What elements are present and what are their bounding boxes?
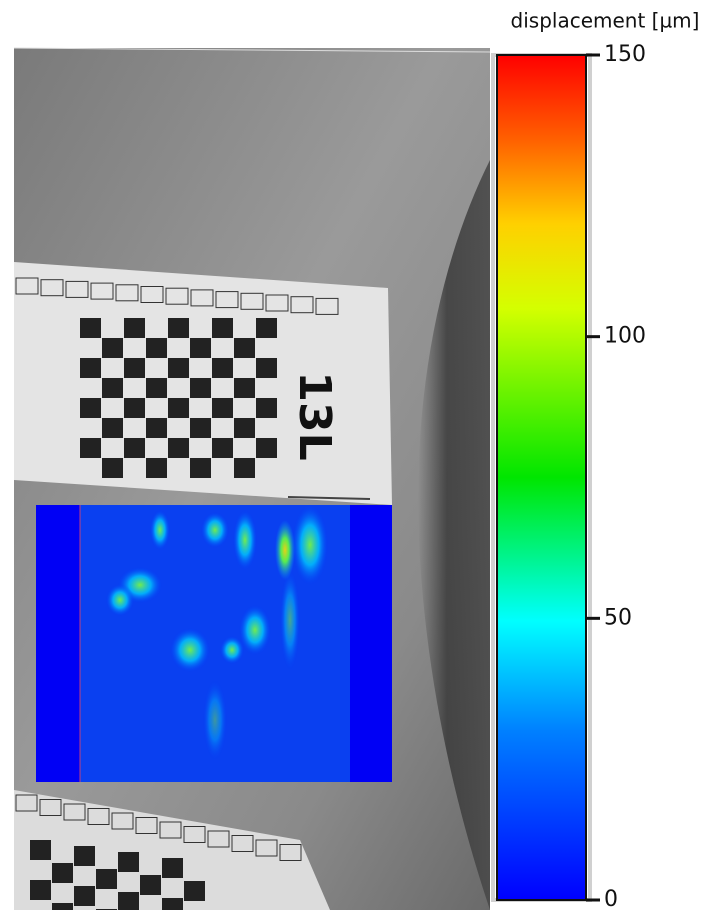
tick-label: 0 bbox=[604, 887, 618, 912]
checker bbox=[234, 378, 255, 398]
checker bbox=[212, 358, 233, 378]
checker bbox=[184, 881, 205, 901]
checker bbox=[118, 852, 139, 872]
checker bbox=[256, 438, 277, 458]
checker bbox=[124, 438, 145, 458]
checker bbox=[146, 418, 167, 438]
checker bbox=[256, 398, 277, 418]
checker bbox=[96, 909, 117, 917]
checker bbox=[162, 858, 183, 878]
checker bbox=[102, 378, 123, 398]
checker bbox=[234, 338, 255, 358]
checker bbox=[74, 846, 95, 866]
checker bbox=[74, 886, 95, 906]
checker bbox=[190, 418, 211, 438]
checker bbox=[168, 438, 189, 458]
checker bbox=[52, 903, 73, 917]
tick-label: 150 bbox=[604, 42, 646, 67]
checker bbox=[168, 358, 189, 378]
displacement-map bbox=[36, 505, 392, 782]
colorbar-ticks: 0 50 100 150 bbox=[586, 42, 646, 912]
checker bbox=[168, 318, 189, 338]
colorbar bbox=[497, 55, 586, 900]
checker bbox=[80, 358, 101, 378]
checker bbox=[256, 358, 277, 378]
checker bbox=[140, 875, 161, 895]
checker bbox=[212, 438, 233, 458]
checker bbox=[190, 458, 211, 478]
checker bbox=[234, 418, 255, 438]
photo: 13L bbox=[14, 48, 490, 917]
checker bbox=[124, 398, 145, 418]
checker bbox=[80, 438, 101, 458]
checker bbox=[146, 378, 167, 398]
checker bbox=[30, 880, 51, 900]
card-label: 13L bbox=[289, 371, 340, 460]
checker bbox=[52, 863, 73, 883]
checker bbox=[96, 869, 117, 889]
checker bbox=[124, 318, 145, 338]
checker bbox=[102, 418, 123, 438]
figure: 13L displacement bbox=[0, 0, 722, 917]
checker bbox=[80, 398, 101, 418]
checker bbox=[190, 378, 211, 398]
tick-label: 100 bbox=[604, 324, 646, 349]
checker bbox=[102, 338, 123, 358]
checker bbox=[124, 358, 145, 378]
checker bbox=[102, 458, 123, 478]
checker bbox=[234, 458, 255, 478]
checker bbox=[162, 898, 183, 917]
checker bbox=[118, 892, 139, 912]
checker bbox=[146, 338, 167, 358]
checker bbox=[30, 840, 51, 860]
checker bbox=[212, 398, 233, 418]
colorbar-label: displacement [µm] bbox=[511, 9, 700, 33]
tick-label: 50 bbox=[604, 605, 632, 630]
checker bbox=[146, 458, 167, 478]
checker bbox=[256, 318, 277, 338]
checker bbox=[212, 318, 233, 338]
checker bbox=[80, 318, 101, 338]
checker bbox=[168, 398, 189, 418]
checker bbox=[190, 338, 211, 358]
